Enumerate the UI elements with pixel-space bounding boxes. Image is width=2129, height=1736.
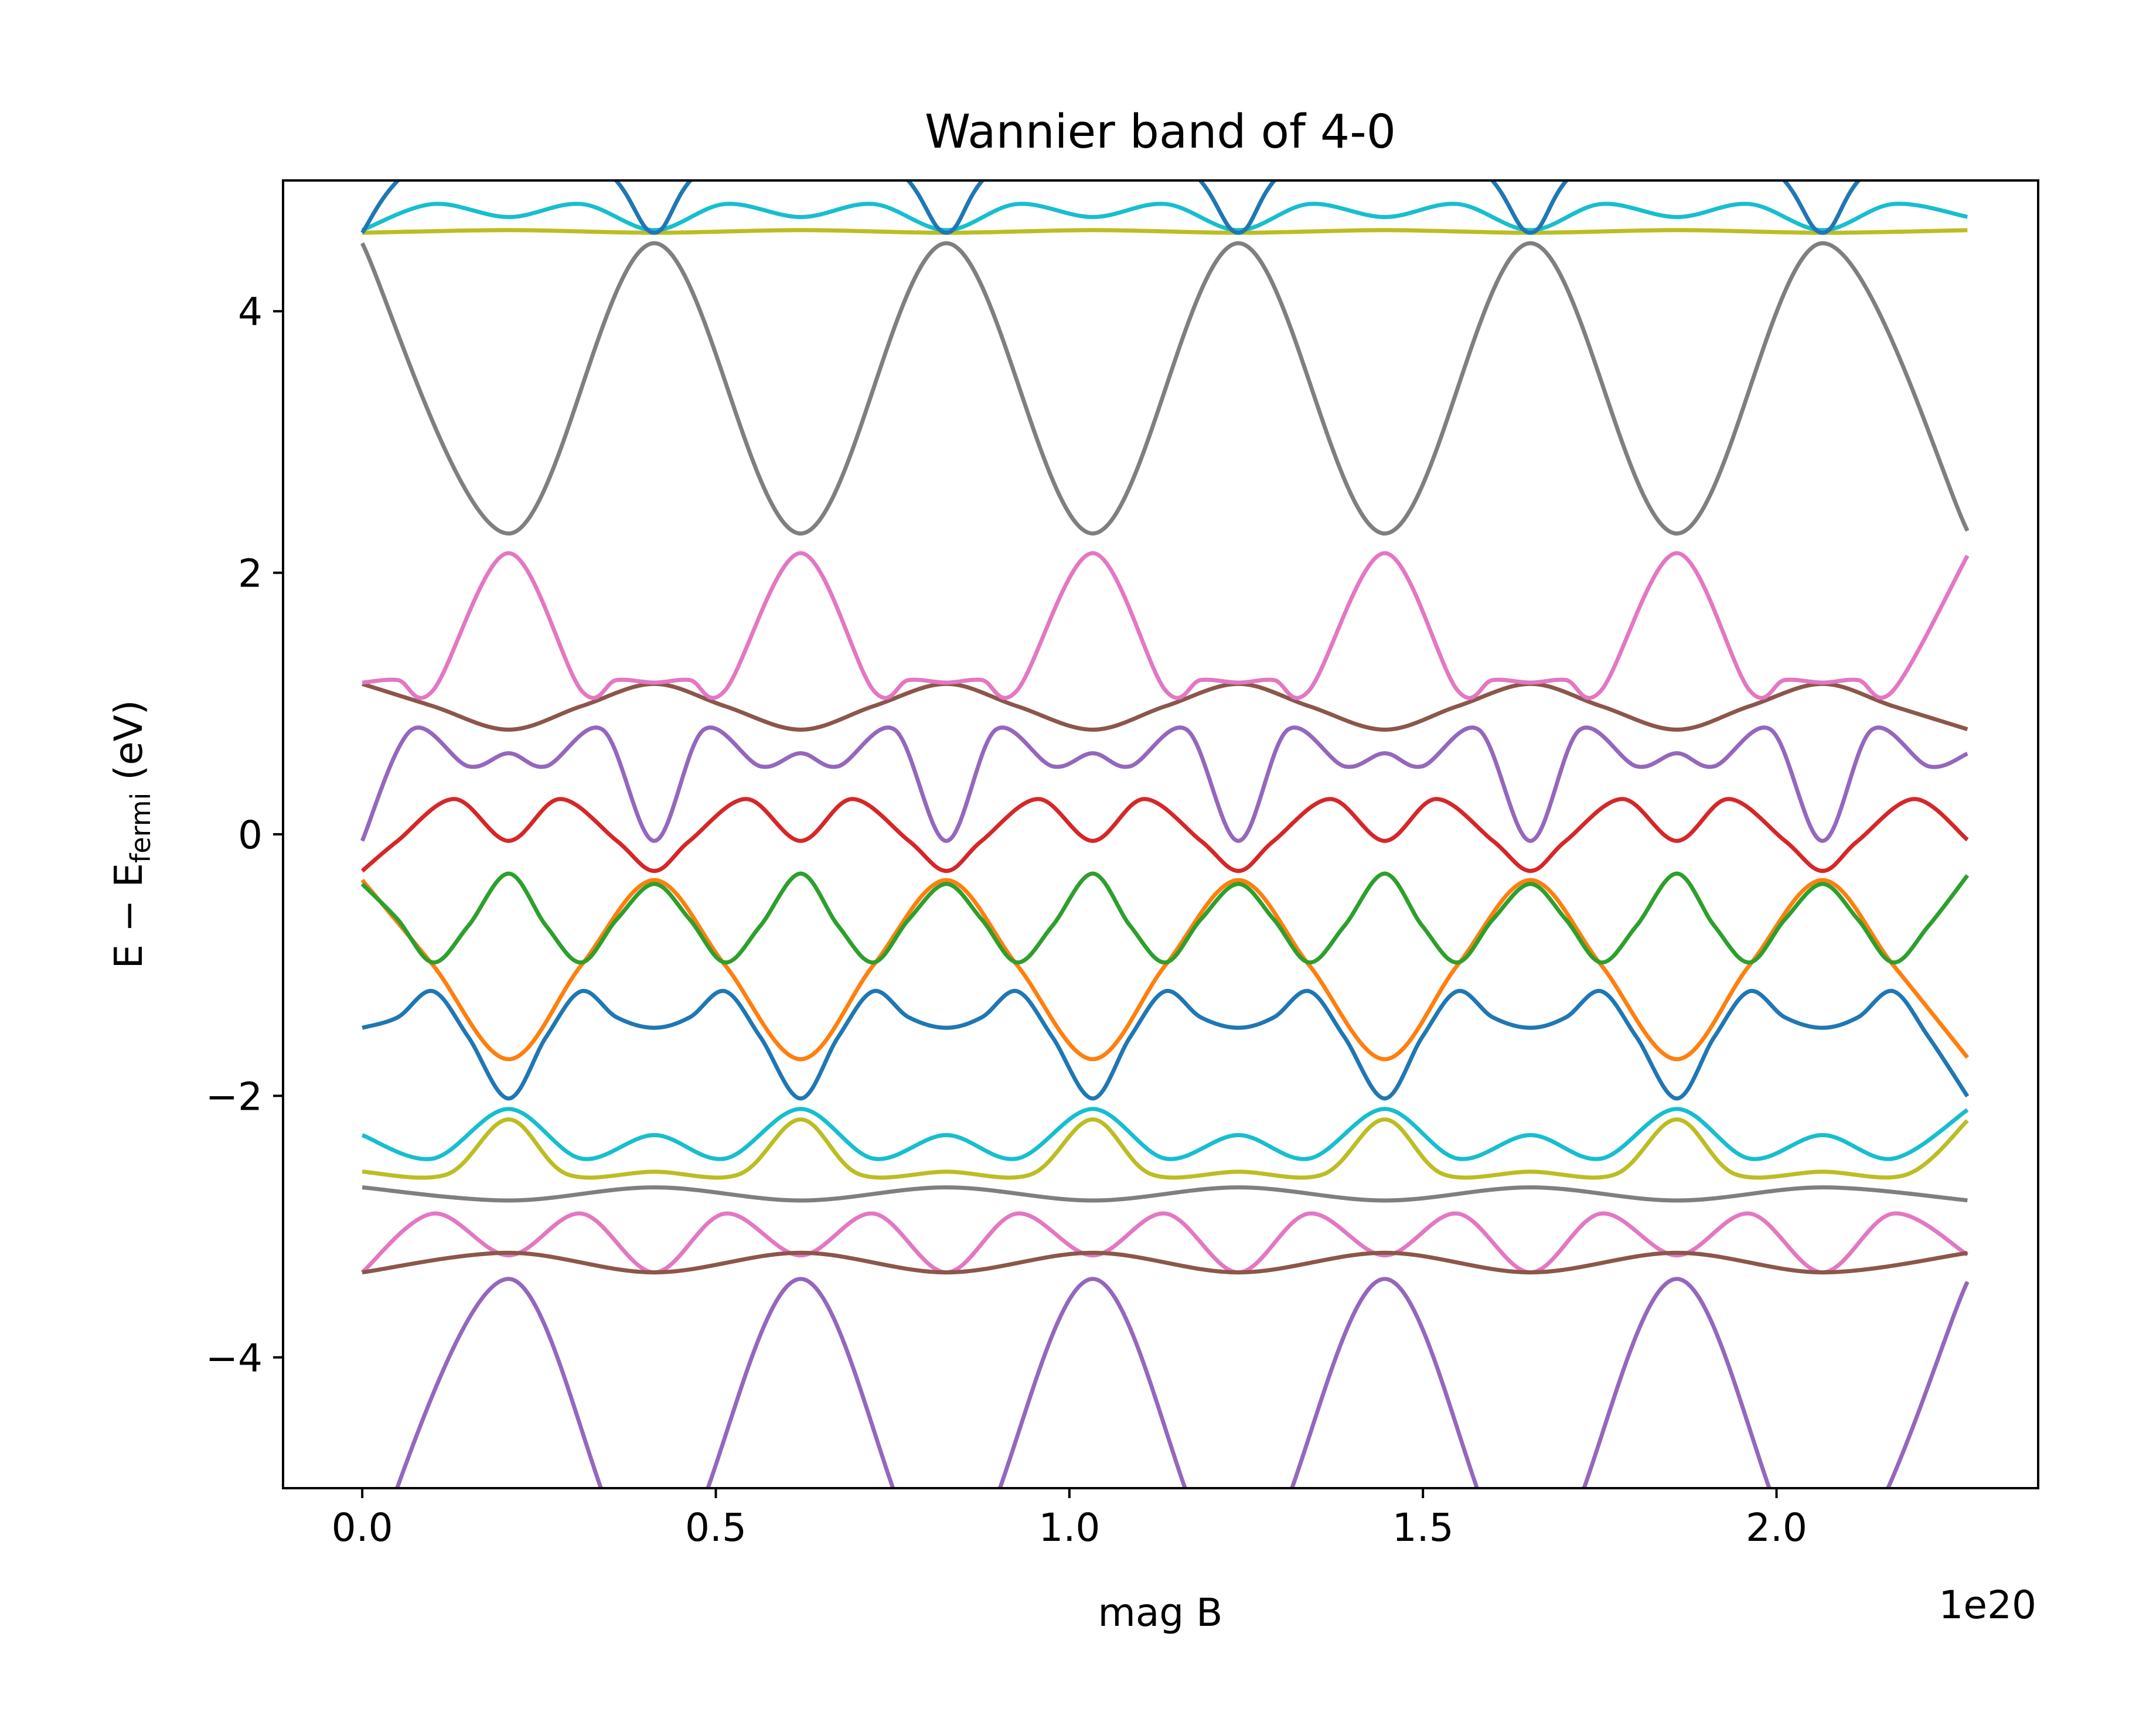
- band-line-2: [360, 878, 1970, 1062]
- x-tick-label: 1.5: [1392, 1505, 1454, 1550]
- y-axis-label: E − Efermi (eV): [106, 700, 156, 968]
- x-tick-label: 0.0: [332, 1505, 393, 1550]
- series-layer: [360, 180, 1970, 1488]
- band-line-8: [360, 241, 1970, 536]
- y-axis-ticks: −4 −2 0 2 4: [206, 289, 283, 1381]
- band-line-11: [360, 180, 1862, 235]
- band-line-16: [362, 1250, 1968, 1275]
- y-tick-label: 2: [238, 551, 263, 596]
- band-line-9: [362, 228, 1968, 235]
- x-tick-label: 1.0: [1038, 1505, 1100, 1550]
- band-line-6: [362, 681, 1968, 732]
- x-tick-label: 0.5: [685, 1505, 747, 1550]
- band-line-4: [360, 797, 1969, 873]
- x-axis-label: mag B: [1098, 1590, 1223, 1635]
- y-tick-label: −4: [206, 1336, 263, 1381]
- y-tick-label: −2: [206, 1074, 263, 1119]
- band-line-15: [360, 1211, 1969, 1275]
- band-line-1: [362, 988, 1970, 1101]
- band-line-7: [362, 551, 1970, 700]
- y-axis-label-subscript: fermi: [125, 793, 156, 863]
- chart-title: Wannier band of 4-0: [925, 105, 1396, 159]
- y-axis-label-prefix: E − E: [106, 863, 151, 969]
- band-line-5: [360, 725, 1968, 843]
- x-tick-label: 2.0: [1746, 1505, 1807, 1550]
- y-tick-label: 4: [238, 289, 263, 335]
- band-line-3: [360, 871, 1970, 965]
- y-axis-label-suffix: (eV): [106, 700, 151, 792]
- band-line-12: [361, 1107, 1969, 1161]
- y-tick-label: 0: [238, 813, 263, 858]
- band-line-14: [362, 1185, 1968, 1203]
- band-line-17: [394, 1277, 1970, 1488]
- x-offset-text: 1e20: [1939, 1582, 2036, 1628]
- band-line-13: [362, 1117, 1969, 1180]
- band-line-10: [361, 202, 1968, 233]
- x-axis-ticks: 0.0 0.5 1.0 1.5 2.0: [332, 1488, 1807, 1550]
